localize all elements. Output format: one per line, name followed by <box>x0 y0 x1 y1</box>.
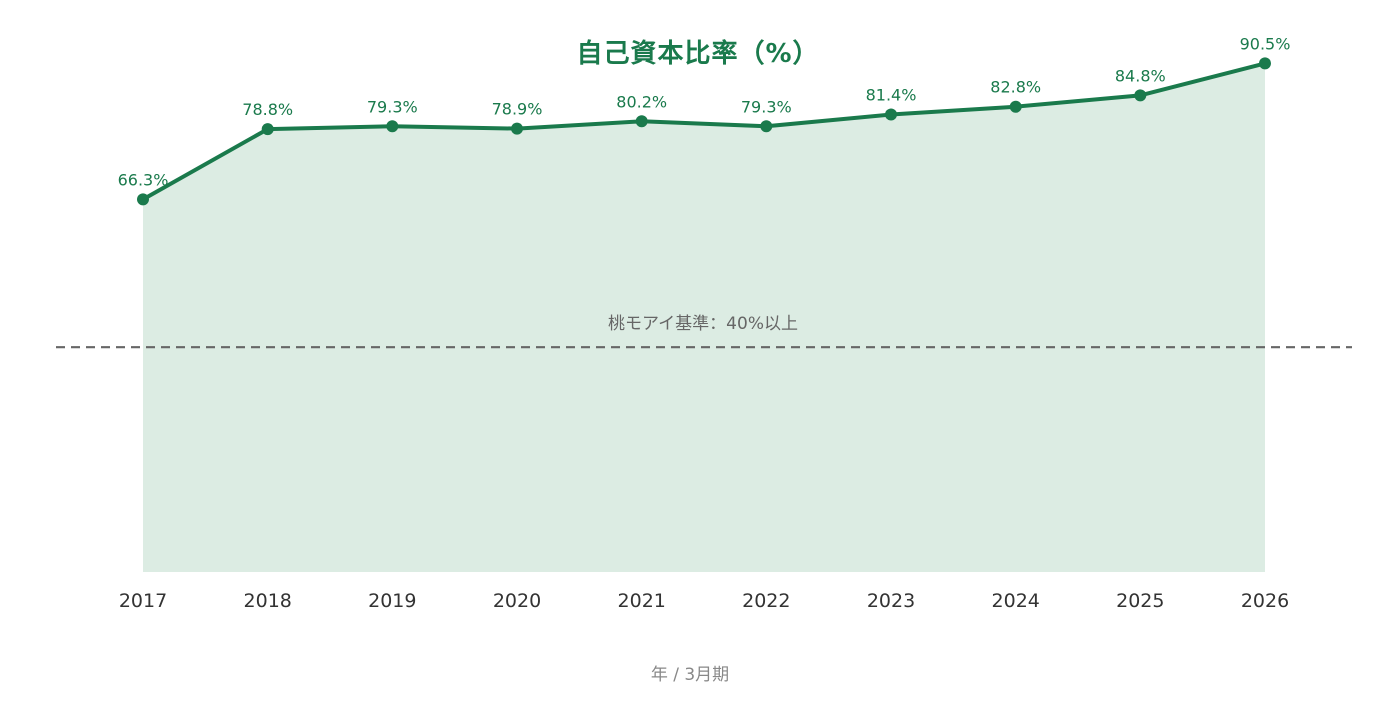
x-tick-2021: 2021 <box>618 590 666 612</box>
series-line <box>141 61 1267 202</box>
data-point-2026 <box>1259 57 1271 70</box>
reference-line-label: 桃モアイ基準：40%以上 <box>608 314 798 334</box>
x-tick-2024: 2024 <box>992 590 1040 612</box>
x-tick-2020: 2020 <box>493 590 541 612</box>
x-tick-2025: 2025 <box>1116 590 1164 612</box>
chart-title: 自己資本比率（%） <box>576 38 819 69</box>
data-label-2025: 84.8% <box>1115 66 1166 85</box>
area-fill <box>143 63 1265 573</box>
data-point-2020 <box>511 122 523 135</box>
x-tick-2022: 2022 <box>742 590 790 612</box>
data-label-2020: 78.9% <box>492 100 543 119</box>
x-tick-2023: 2023 <box>867 590 915 612</box>
data-label-2021: 80.2% <box>616 92 667 111</box>
data-label-2017: 66.3% <box>118 170 169 189</box>
data-point-2024 <box>1009 100 1022 113</box>
x-tick-2018: 2018 <box>244 590 292 612</box>
x-tick-2026: 2026 <box>1241 590 1289 612</box>
x-axis-ticks: 2017 2018 2019 2020 2021 2022 2023 2024 2025 2026 <box>119 590 1289 612</box>
data-label-2024: 82.8% <box>990 78 1041 97</box>
data-label-2022: 79.3% <box>741 97 792 116</box>
data-point-2023 <box>885 108 897 121</box>
data-point-2018 <box>261 123 274 136</box>
data-point-2019 <box>386 120 399 133</box>
data-point-2021 <box>635 115 648 128</box>
data-point-2025 <box>1134 89 1147 102</box>
x-tick-2019: 2019 <box>368 590 416 612</box>
data-label-2026: 90.5% <box>1240 34 1291 53</box>
data-label-2018: 78.8% <box>242 100 293 119</box>
data-label-2023: 81.4% <box>866 86 917 105</box>
data-points <box>137 57 1271 206</box>
data-labels: 66.3% 78.8% 79.3% 78.9% 80.2% 79.3% 81.4% 82.8%… <box>118 34 1291 189</box>
data-point-2022 <box>760 120 773 133</box>
x-tick-2017: 2017 <box>119 590 167 612</box>
data-point-2017 <box>137 193 149 206</box>
x-axis-label: 年 / 3月期 <box>651 665 729 685</box>
data-label-2019: 79.3% <box>367 97 418 116</box>
